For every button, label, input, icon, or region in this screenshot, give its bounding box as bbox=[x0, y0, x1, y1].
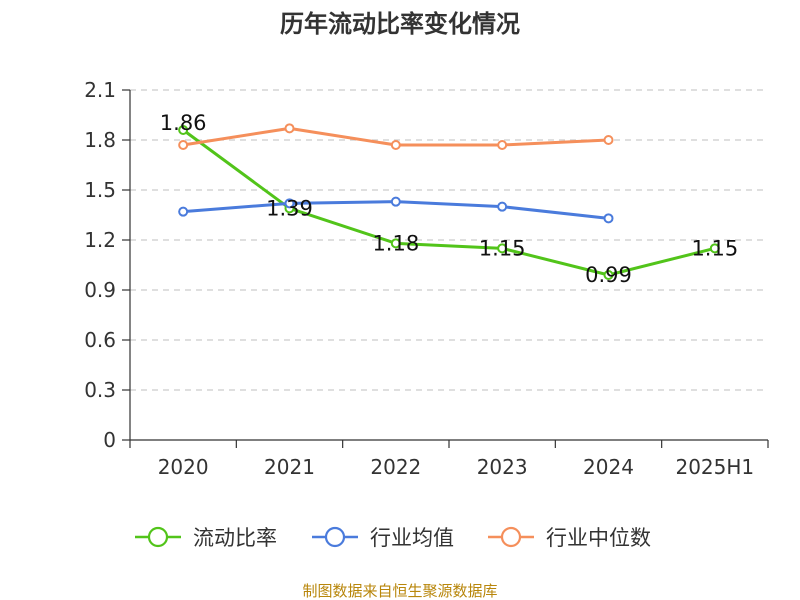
series-line-0 bbox=[181, 128, 717, 277]
y-tick-label: 0.9 bbox=[84, 278, 116, 302]
x-tick-label: 2023 bbox=[477, 455, 528, 479]
y-tick-label: 2.1 bbox=[84, 78, 116, 102]
data-point bbox=[709, 243, 720, 254]
legend-label-0: 流动比率 bbox=[193, 526, 277, 550]
data-label: 1.15 bbox=[479, 236, 526, 260]
y-tick-label: 1.2 bbox=[84, 228, 116, 252]
data-label: 1.18 bbox=[372, 231, 419, 255]
source-note: 制图数据来自恒生聚源数据库 bbox=[302, 582, 497, 600]
x-tick-label: 2021 bbox=[264, 455, 315, 479]
axes: 0 0.3 0.6 0.9 1.2 1.5 1.8 2.1 2020 2021 2022 2023 20… bbox=[84, 78, 769, 479]
x-tick-label: 2024 bbox=[583, 455, 634, 479]
data-point bbox=[390, 196, 401, 207]
y-tick-label: 1.5 bbox=[84, 178, 116, 202]
series-group bbox=[178, 123, 720, 280]
legend-marker-1 bbox=[324, 526, 346, 548]
data-label: 1.86 bbox=[160, 111, 207, 135]
grid-lines bbox=[130, 89, 768, 391]
data-labels: 1.86 1.39 1.18 1.15 0.99 1.15 bbox=[160, 111, 738, 287]
chart-title: 历年流动比率变化情况 bbox=[280, 10, 520, 38]
y-tick-label: 1.8 bbox=[84, 128, 116, 152]
data-point bbox=[497, 243, 508, 254]
x-tick-label: 2022 bbox=[370, 455, 421, 479]
x-tick-label: 2020 bbox=[158, 455, 209, 479]
data-point bbox=[178, 140, 189, 150]
data-point bbox=[603, 213, 614, 224]
data-point bbox=[497, 140, 508, 150]
data-point bbox=[497, 201, 508, 212]
x-tick-label: 2025H1 bbox=[675, 455, 754, 479]
data-point bbox=[390, 140, 401, 150]
data-point bbox=[178, 206, 189, 217]
y-tick-label: 0.6 bbox=[84, 328, 116, 352]
data-point bbox=[178, 125, 189, 135]
data-point bbox=[284, 123, 295, 134]
legend: 流动比率 行业均值 行业中位数 bbox=[135, 526, 651, 550]
data-label: 0.99 bbox=[585, 263, 632, 287]
y-tick-label: 0.3 bbox=[84, 378, 116, 402]
data-point bbox=[390, 238, 401, 249]
y-tick-label: 0 bbox=[103, 428, 116, 452]
data-label: 1.39 bbox=[266, 196, 313, 220]
data-label: 1.15 bbox=[691, 236, 738, 260]
legend-label-2: 行业中位数 bbox=[546, 526, 651, 550]
legend-marker-0 bbox=[147, 526, 169, 548]
legend-marker-2 bbox=[500, 526, 522, 548]
data-point bbox=[603, 135, 614, 145]
legend-label-1: 行业均值 bbox=[370, 526, 454, 550]
data-point bbox=[284, 198, 295, 209]
data-point bbox=[603, 270, 614, 280]
